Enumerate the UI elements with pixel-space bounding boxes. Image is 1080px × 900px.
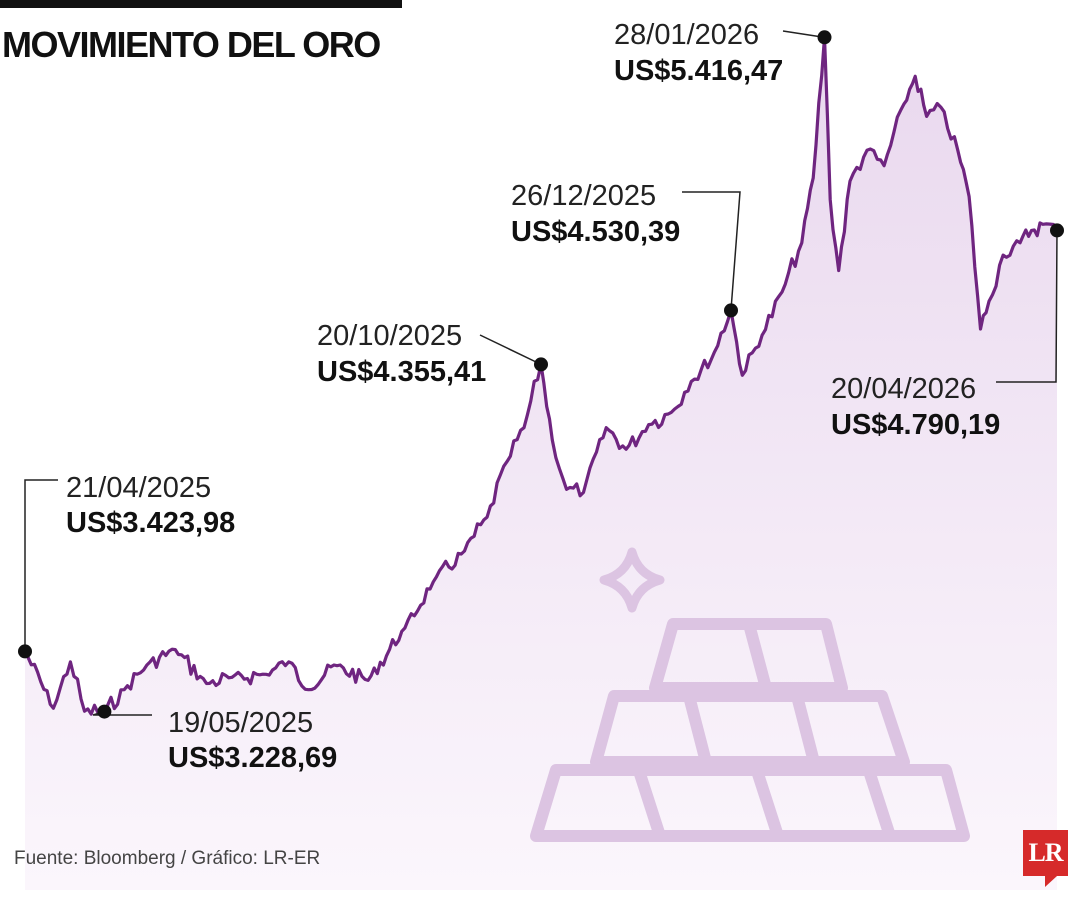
annotation-value: US$3.423,98 (66, 507, 235, 539)
annotation-value: US$4.355,41 (317, 356, 486, 388)
annotation-date: 20/10/2025 (317, 320, 462, 352)
annotation-value: US$5.416,47 (614, 55, 783, 87)
price-line (23, 35, 1059, 716)
annotation-value: US$3.228,69 (168, 742, 337, 774)
data-point-marker (724, 303, 738, 318)
gold-bars-icon (530, 618, 970, 842)
annotation-leader-line (682, 191, 741, 311)
data-point-marker (1050, 223, 1064, 238)
data-point-marker (534, 357, 548, 372)
source-note: Fuente: Bloomberg / Gráfico: LR-ER (14, 848, 321, 869)
annotation-date: 20/04/2026 (831, 373, 976, 405)
sparkle-icon (599, 547, 665, 613)
annotation-6: 20/04/2026 US$4.790,19 (831, 223, 1064, 441)
annotation-3: 20/10/2025 US$4.355,41 (317, 320, 548, 388)
title-rule (0, 0, 402, 8)
data-point-marker (97, 704, 112, 719)
annotation-value: US$4.790,19 (831, 409, 1000, 441)
annotation-4: 26/12/2025 US$4.530,39 (511, 180, 741, 318)
annotation-leader-line (24, 479, 58, 652)
page-title: MOVIMIENTO DEL ORO (2, 24, 381, 65)
annotation-value: US$4.530,39 (511, 216, 680, 248)
annotation-leader-line (479, 334, 542, 366)
data-point-marker (817, 30, 832, 45)
annotation-5: 28/01/2026 US$5.416,47 (614, 19, 832, 87)
lr-logo: LR (1023, 830, 1068, 876)
annotation-date: 19/05/2025 (168, 707, 313, 739)
annotation-date: 28/01/2026 (614, 19, 759, 51)
data-point-marker (18, 644, 32, 659)
annotation-date: 21/04/2025 (66, 472, 211, 504)
annotation-leader-line (996, 230, 1058, 383)
annotation-date: 26/12/2025 (511, 180, 656, 212)
lr-logo-tail (1045, 876, 1057, 887)
